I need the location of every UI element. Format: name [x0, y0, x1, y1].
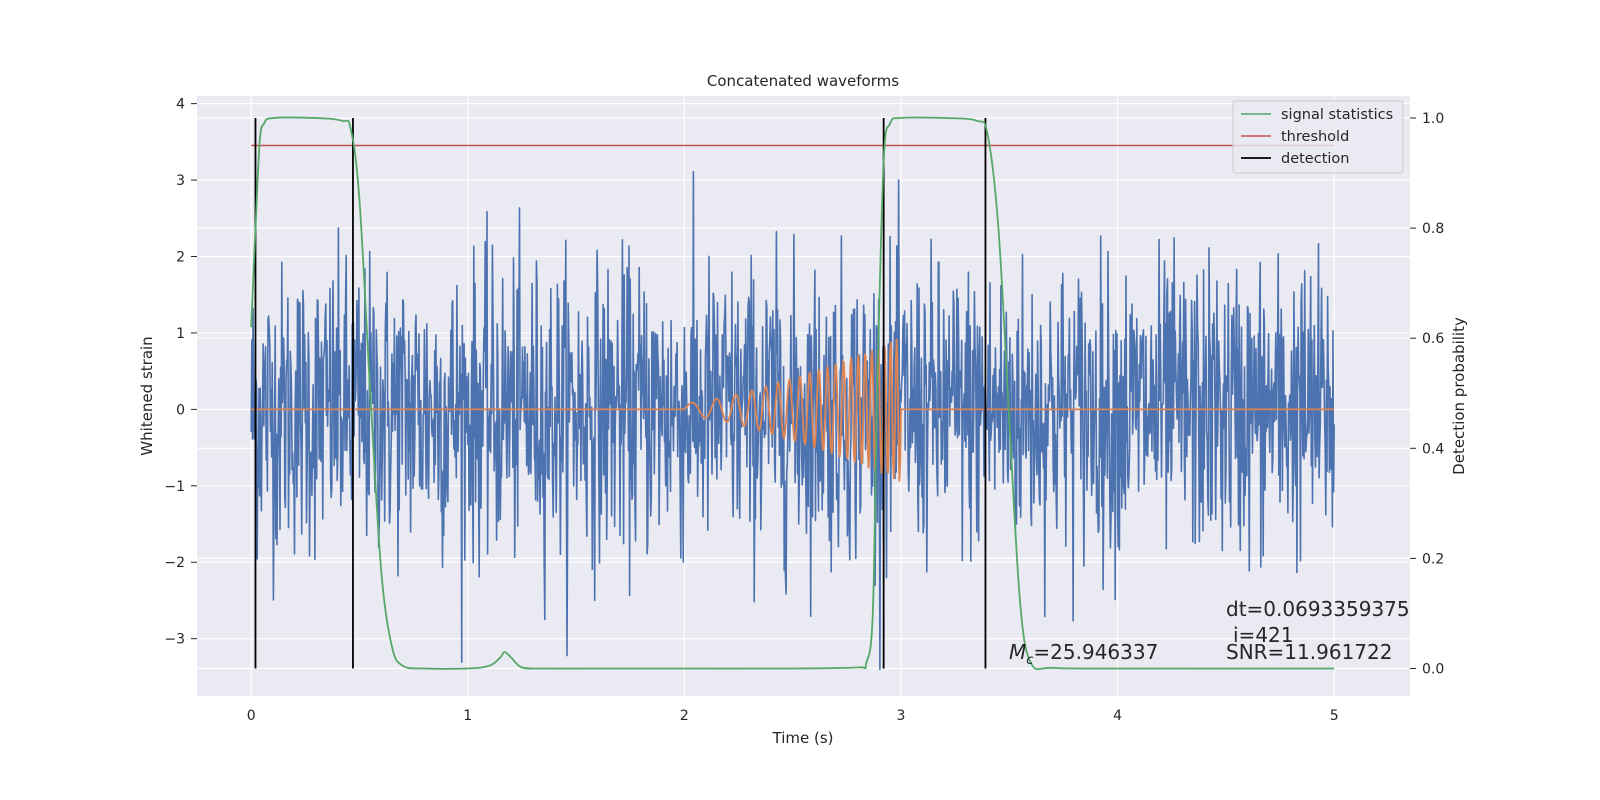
y-left-tick-label: 1 — [176, 326, 185, 342]
x-tick-label: 5 — [1330, 708, 1339, 724]
y-left-tick-label: 3 — [176, 173, 185, 189]
chirp-mass-annotation: Mc=25.946337 — [1009, 640, 1158, 668]
legend-box — [1232, 100, 1404, 174]
snr-annotation: SNR=11.961722 — [1226, 640, 1392, 664]
x-tick-label: 4 — [1113, 708, 1122, 724]
x-tick-label: 0 — [247, 708, 256, 724]
index-annotation: i=421 — [1233, 623, 1294, 647]
y-left-tick-label: −3 — [164, 632, 185, 648]
y-right-tick-label: 0.4 — [1422, 441, 1444, 457]
y-left-tick-label: −2 — [164, 555, 185, 571]
signal-statistics-line — [250, 116, 1335, 671]
y-axis-label-left: Whitened strain — [138, 336, 156, 455]
y-left-tick-label: −1 — [164, 479, 185, 495]
y-right-tick-label: 0.6 — [1422, 331, 1444, 347]
y-right-tick-label: 0.2 — [1422, 551, 1444, 567]
legend-label-detection: detection — [1281, 151, 1349, 167]
x-tick-label: 2 — [680, 708, 689, 724]
legend: signal statistics threshold detection — [1232, 100, 1404, 174]
legend-label-threshold: threshold — [1281, 129, 1349, 145]
y-left-tick-label: 0 — [176, 402, 185, 418]
y-right-tick-label: 0.8 — [1422, 221, 1444, 237]
legend-label-signal-statistics: signal statistics — [1281, 107, 1393, 123]
injected-waveform-series — [251, 338, 1335, 482]
y-right-tick-label: 0.0 — [1422, 661, 1444, 677]
x-axis-label: Time (s) — [772, 729, 834, 747]
tick-labels: 0 1 2 3 4 5 −3 −2 −1 0 1 2 3 4 0.0 0.2 0.4 0.6 0.8 1.0 — [164, 97, 1444, 724]
signal-statistics-series — [250, 116, 1335, 671]
chart-title: Concatenated waveforms — [707, 72, 899, 90]
y-left-tick-label: 4 — [176, 97, 185, 113]
injected-waveform-line — [251, 338, 1335, 482]
x-tick-label: 1 — [463, 708, 472, 724]
x-tick-label: 3 — [897, 708, 906, 724]
y-right-tick-label: 1.0 — [1422, 111, 1444, 127]
y-left-tick-label: 2 — [176, 250, 185, 266]
dt-annotation: dt=0.0693359375 — [1226, 597, 1410, 621]
y-axis-label-right: Detection probability — [1450, 317, 1468, 475]
